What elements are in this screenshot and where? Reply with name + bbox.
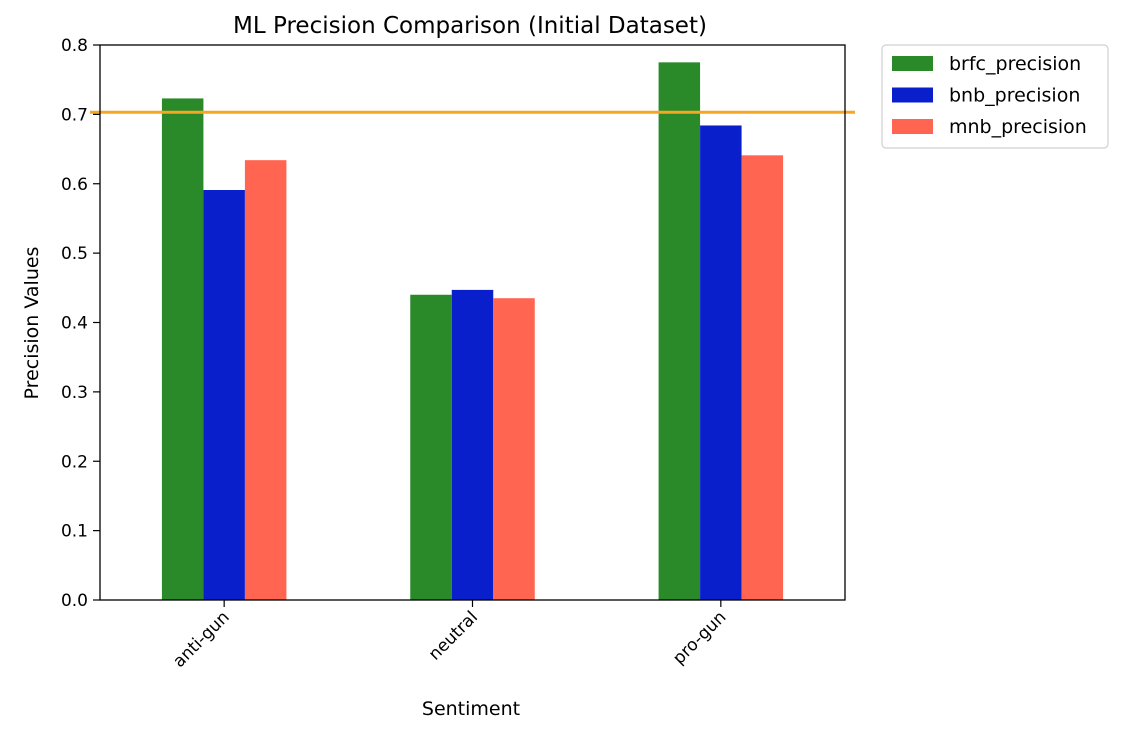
legend-label-brfc_precision: brfc_precision: [949, 53, 1081, 75]
bar-bnb_precision-pro-gun: [700, 125, 742, 600]
bar-mnb_precision-neutral: [493, 298, 535, 600]
legend-box: [881, 44, 1109, 149]
y-tick-label: 0.4: [61, 314, 88, 334]
legend-label-mnb_precision: mnb_precision: [949, 116, 1087, 138]
x-tick-label: pro-gun: [669, 607, 730, 668]
bar-bnb_precision-neutral: [451, 289, 494, 600]
y-tick-label: 0.6: [61, 175, 88, 195]
x-tick-label: anti-gun: [169, 607, 233, 671]
x-tick-label: neutral: [425, 607, 482, 664]
chart-title: ML Precision Comparison (Initial Dataset…: [233, 13, 707, 39]
y-tick-label: 0.0: [61, 591, 88, 611]
y-tick-label: 0.8: [61, 36, 88, 56]
legend-swatch-bnb_precision: [892, 87, 933, 103]
legend: brfc_precision bnb_precision mnb_precision: [881, 44, 1109, 149]
y-axis-label: Precision Values: [21, 247, 43, 400]
bar-brfc_precision-pro-gun: [658, 62, 701, 600]
bar-bnb_precision-anti-gun: [203, 189, 245, 600]
legend-swatch-mnb_precision: [892, 119, 933, 134]
y-tick-label: 0.7: [61, 105, 88, 125]
bar-mnb_precision-pro-gun: [741, 155, 784, 600]
legend-swatch-brfc_precision: [892, 56, 933, 71]
y-tick-label: 0.3: [61, 383, 88, 403]
bar-mnb_precision-anti-gun: [244, 160, 287, 600]
x-axis-label: Sentiment: [422, 698, 520, 720]
bar-brfc_precision-neutral: [410, 294, 452, 600]
plot-area: 0.0 0.1 0.2 0.3 0.4 0.5 0.6 0.7 0.8 anti-gun neutr…: [61, 36, 855, 672]
legend-label-bnb_precision: bnb_precision: [949, 85, 1080, 107]
bar-brfc_precision-anti-gun: [161, 98, 204, 600]
y-tick-label: 0.1: [61, 522, 88, 542]
y-tick-label: 0.5: [61, 244, 88, 264]
y-tick-label: 0.2: [61, 452, 88, 472]
